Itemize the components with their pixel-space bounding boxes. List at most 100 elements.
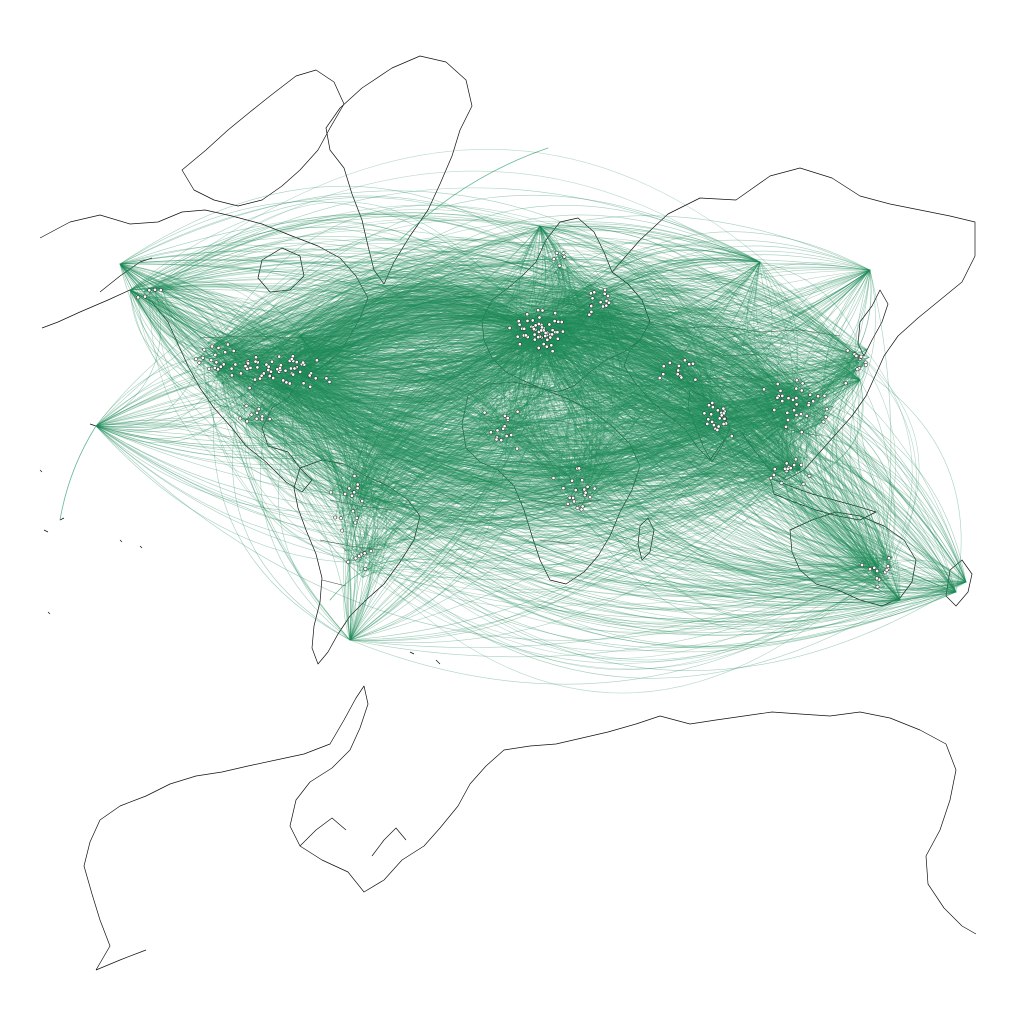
route-arc: [563, 316, 780, 460]
route-arc: [234, 324, 893, 559]
airport-dot: [824, 407, 829, 412]
route-arc: [207, 285, 724, 419]
route-arc: [302, 311, 592, 403]
route-arc: [590, 293, 727, 424]
route-arc: [239, 387, 810, 485]
route-arc: [250, 356, 276, 369]
airport-dot: [502, 413, 507, 418]
airport-dot: [343, 492, 348, 496]
route-arc: [202, 357, 797, 519]
route-arc: [207, 362, 724, 520]
route-arc: [216, 372, 363, 502]
route-arc: [569, 282, 867, 350]
route-arc: [549, 337, 727, 416]
route-arc: [734, 359, 859, 404]
route-arc: [534, 320, 735, 404]
airport-dot: [200, 355, 205, 360]
route-arc: [239, 418, 871, 586]
route-arc: [571, 412, 811, 481]
airport-dot: [238, 416, 243, 421]
route-arc: [516, 328, 797, 416]
route-arc: [268, 310, 619, 399]
route-arc: [279, 347, 776, 506]
route-arc: [216, 336, 518, 422]
route-arc: [541, 340, 776, 424]
route-arc: [309, 336, 541, 400]
airport-dot: [589, 304, 594, 309]
route-arc: [512, 329, 583, 481]
route-arc: [208, 339, 583, 481]
airport-dot: [716, 424, 721, 429]
route-arc: [616, 292, 797, 399]
route-arc: [214, 343, 304, 387]
route-arc: [144, 296, 544, 414]
route-arc: [316, 330, 545, 403]
route-arc: [286, 360, 573, 501]
airport-dot: [794, 396, 799, 401]
route-arc: [255, 360, 294, 372]
airport-dot: [197, 360, 202, 365]
route-arc: [262, 342, 772, 479]
route-arc: [279, 367, 773, 491]
airport-dot: [541, 342, 546, 347]
route-arc: [205, 382, 247, 407]
route-arc: [295, 368, 578, 509]
coast-africa: [461, 381, 641, 585]
route-arc: [261, 372, 591, 498]
route-arc: [361, 323, 540, 502]
route-arc: [285, 314, 674, 377]
route-arc: [355, 507, 377, 552]
airport-dot: [153, 287, 157, 292]
route-arc: [534, 322, 814, 424]
route-arc: [502, 354, 855, 473]
airport-dot: [606, 293, 610, 298]
route-arc: [339, 335, 550, 490]
route-arc: [557, 331, 816, 426]
route-arc: [528, 282, 798, 381]
route-arc: [766, 461, 885, 558]
route-arc: [585, 421, 713, 493]
route-arc: [286, 358, 861, 493]
route-arc: [220, 290, 800, 458]
route-arc: [518, 392, 715, 427]
route-arc: [538, 335, 594, 474]
route-arc: [358, 428, 504, 557]
airport-dot: [661, 372, 666, 377]
route-arc: [247, 349, 502, 440]
route-arc: [788, 466, 879, 568]
airport-dot: [549, 343, 554, 348]
route-arc: [269, 396, 583, 507]
route-arc: [564, 356, 862, 488]
route-arc: [227, 344, 558, 495]
airport-dot: [553, 311, 558, 316]
route-arc: [553, 293, 592, 496]
route-arc: [529, 332, 887, 574]
airport-dot: [536, 335, 541, 340]
route-arc: [508, 336, 569, 492]
route-arc: [678, 365, 797, 460]
route-arc: [563, 360, 691, 489]
airport-dot: [347, 486, 352, 491]
route-arc: [250, 356, 270, 374]
route-arc: [593, 360, 686, 474]
airport-dot: [245, 366, 250, 371]
route-arc: [528, 333, 776, 470]
route-arc: [293, 277, 593, 378]
airport-dot: [555, 336, 560, 341]
route-arc: [267, 354, 855, 477]
route-arc: [255, 361, 721, 509]
airport-dot: [218, 364, 223, 369]
airport-dot: [687, 362, 692, 367]
route-arc: [216, 336, 518, 412]
airport-dot: [799, 388, 804, 393]
route-arc: [300, 327, 526, 383]
route-arc: [529, 332, 808, 418]
route-arc: [250, 424, 797, 512]
route-arc: [204, 349, 885, 576]
route-arc: [269, 238, 558, 374]
route-arc: [275, 367, 775, 447]
route-arc: [289, 294, 730, 426]
route-arc: [781, 387, 810, 468]
route-arc: [590, 291, 789, 421]
route-arc: [270, 355, 713, 426]
